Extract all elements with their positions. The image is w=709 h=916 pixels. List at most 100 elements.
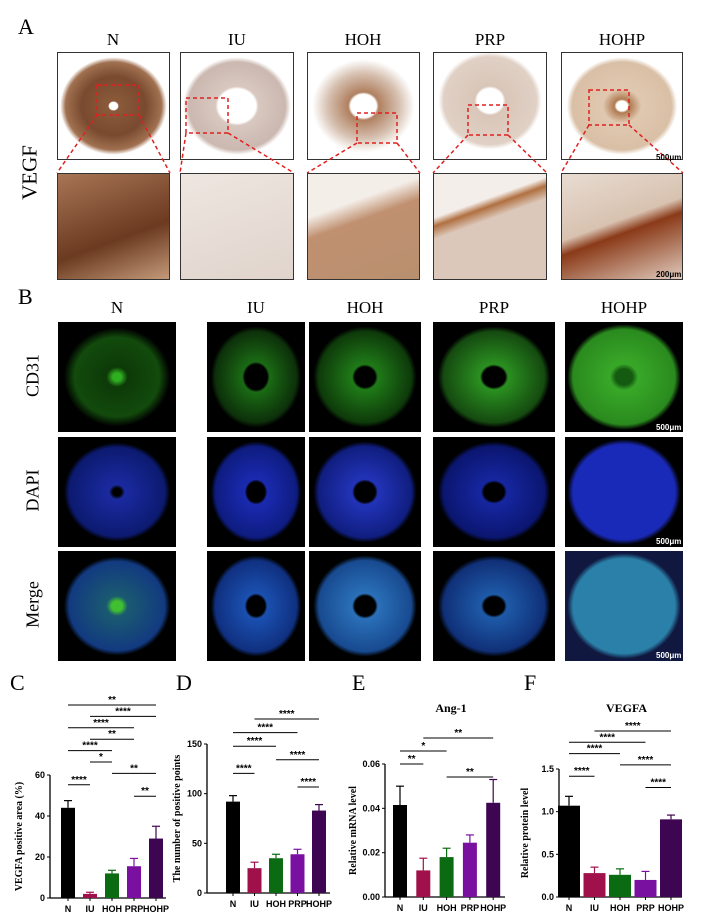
x-tick-label: HOHP [658, 903, 684, 913]
chart-title: Ang-1 [435, 701, 466, 715]
significance-label: ** [130, 763, 138, 774]
significance-label: **** [257, 723, 273, 734]
chart-title: VEGFA [606, 701, 647, 715]
x-tick-label: HOH [610, 903, 630, 913]
ihc-zoom-iu [180, 173, 294, 280]
significance-label: **** [300, 777, 316, 788]
significance-label: **** [599, 732, 615, 743]
bar-hoh [269, 858, 283, 893]
panel-label-d: D [176, 670, 192, 695]
bar-prp [290, 854, 305, 893]
zoom-connector-line [306, 142, 358, 174]
column-header-a-hohp: HOHP [598, 30, 646, 49]
scale-bar-dapi: 500μm [656, 537, 682, 546]
ihc-overview-prp [433, 52, 547, 160]
column-header-b-prp: PRP [478, 298, 510, 317]
y-tick-label: 50 [192, 838, 202, 848]
y-tick-label: 60 [35, 770, 45, 780]
fluorescence-dapi-n [58, 437, 176, 547]
y-tick-label: 0 [40, 893, 45, 903]
ihc-overview-hohp [561, 52, 683, 160]
panel-label-b: B [18, 284, 33, 309]
ihc-overview-n [57, 52, 170, 160]
ihc-zoom-hohp [561, 173, 683, 280]
bar-hohp [486, 802, 501, 897]
x-tick-label: IU [86, 904, 95, 914]
bar-prp [462, 842, 477, 897]
y-tick-label: 0.0 [541, 892, 554, 902]
bar-prp [634, 879, 657, 897]
fluorescence-dapi-hohp [565, 437, 683, 547]
ihc-zoom-n [57, 173, 170, 280]
chart-e: 0.00 0.02 0.04 0.06 Relative mRNA level Ang-1… [348, 701, 506, 913]
significance-label: **** [93, 718, 109, 729]
x-tick-label: IU [250, 899, 259, 909]
significance-label: **** [236, 763, 252, 774]
x-tick-label: N [230, 899, 237, 909]
significance-label: ** [141, 786, 149, 797]
x-tick-label: PRP [461, 903, 480, 913]
x-tick-label: HOHP [143, 904, 169, 914]
ihc-overview-iu [180, 52, 294, 160]
bar-hoh [105, 873, 119, 898]
x-tick-label: HOHP [306, 899, 332, 909]
fluorescence-cd31-iu [207, 322, 305, 432]
zoom-connector-line [628, 124, 684, 174]
ihc-zoom-hoh [307, 173, 420, 280]
significance-label: **** [650, 778, 666, 789]
zoom-connector-line [227, 132, 295, 174]
significance-label: **** [587, 744, 603, 755]
x-tick-label: IU [590, 903, 599, 913]
significance-label: **** [82, 741, 98, 752]
y-axis-label: VEGFA positive area (%) [14, 782, 25, 891]
significance-label: **** [279, 709, 295, 720]
bar-hoh [439, 857, 454, 897]
x-tick-label: PRP [125, 904, 144, 914]
bar-hohp [660, 819, 682, 897]
x-tick-label: N [397, 903, 404, 913]
bar-hoh [609, 874, 631, 897]
y-tick-label: 20 [35, 852, 45, 862]
y-axis-label: Relative mRNA level [348, 786, 359, 875]
zoom-indicator-overlay [56, 84, 684, 174]
significance-label: **** [115, 706, 131, 717]
zoom-region-box [588, 89, 630, 126]
chart-d: 0 50 100 150 The number of positive points N I… [172, 709, 332, 909]
y-axis-label: The number of positive points [172, 755, 183, 883]
significance-label: ** [108, 729, 116, 740]
y-tick-label: 1.5 [541, 764, 554, 774]
x-tick-label: PRP [636, 903, 655, 913]
column-header-b-hohp: HOHP [600, 298, 648, 317]
scale-bar-bottom: 200μm [656, 270, 682, 279]
significance-label: **** [290, 750, 306, 761]
panel-label-f: F [524, 670, 537, 695]
bar-iu [247, 868, 262, 893]
y-tick-label: 0.06 [362, 759, 380, 769]
bar-hohp [149, 838, 163, 898]
fluorescence-merge-n [58, 551, 176, 661]
x-tick-label: HOH [437, 903, 457, 913]
x-tick-label: PRP [288, 899, 307, 909]
significance-label: ** [454, 728, 462, 739]
panel-label-e: E [352, 670, 366, 695]
column-header-b-n: N [110, 298, 124, 317]
bar-hohp [312, 810, 326, 893]
bar-n [393, 805, 407, 897]
column-header-b-hoh: HOH [346, 298, 384, 317]
x-tick-label: N [566, 903, 573, 913]
significance-label: ** [408, 754, 416, 765]
y-tick-label: 0.00 [362, 892, 380, 902]
fluorescence-dapi-hoh [309, 437, 421, 547]
zoom-connector-line [560, 124, 590, 174]
y-tick-label: 0.5 [541, 849, 554, 859]
fluorescence-dapi-iu [207, 437, 305, 547]
zoom-connector-line [507, 134, 548, 174]
bar-n [226, 801, 240, 893]
fluorescence-merge-prp [433, 551, 555, 661]
zoom-connector-line [138, 114, 171, 174]
scale-bar-top: 500μm [656, 153, 682, 162]
panel-label-c: C [10, 670, 25, 695]
panel-label-a: A [18, 14, 34, 39]
